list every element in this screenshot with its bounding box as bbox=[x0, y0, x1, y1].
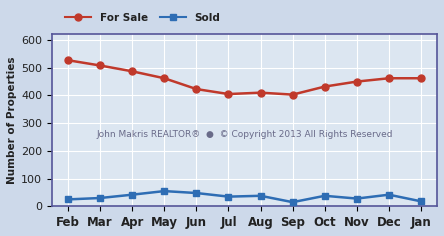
Y-axis label: Number of Properties: Number of Properties bbox=[7, 57, 17, 184]
Text: John Makris REALTOR®  ●  © Copyright 2013 All Rights Reserved: John Makris REALTOR® ● © Copyright 2013 … bbox=[96, 130, 393, 139]
Legend: For Sale, Sold: For Sale, Sold bbox=[61, 9, 225, 27]
